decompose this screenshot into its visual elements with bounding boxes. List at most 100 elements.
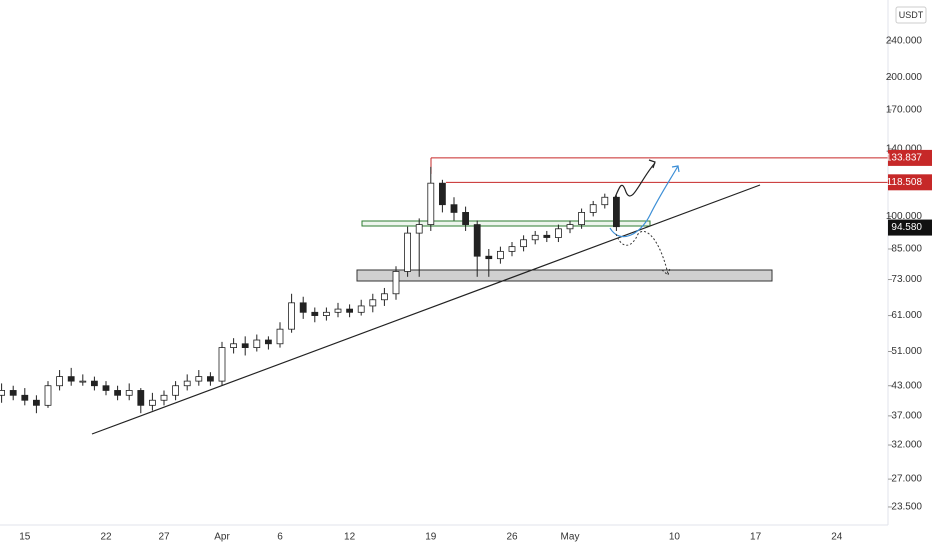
trendline	[91, 184, 761, 435]
candle-body	[33, 399, 40, 406]
candle-body	[276, 328, 284, 345]
arrowhead	[661, 267, 671, 276]
candle-body	[79, 380, 87, 383]
arrow-up-blue	[609, 165, 679, 238]
x-tick-label: 10	[669, 532, 681, 543]
y-tick-label: 37.000	[891, 411, 922, 422]
x-tick-label: 24	[831, 532, 843, 543]
candle-body	[56, 376, 63, 387]
candle-body	[450, 204, 458, 213]
y-tick-label: 100.000	[886, 211, 923, 222]
candle-body	[531, 234, 539, 241]
currency: USDT	[899, 10, 924, 20]
x-tick-label: 26	[506, 532, 518, 543]
candle-body	[520, 239, 527, 248]
candle-body	[288, 302, 296, 330]
price-label: 133.837	[886, 153, 923, 164]
candle-body	[102, 385, 110, 391]
arrowhead	[671, 165, 680, 173]
candle-body	[589, 204, 597, 213]
y-tick-label: 32.000	[891, 440, 922, 451]
candle-body	[253, 339, 261, 348]
candle-body	[380, 293, 388, 301]
y-tick-label: 23.500	[891, 502, 922, 513]
x-tick-label: 15	[19, 532, 31, 543]
y-tick-label: 61.000	[891, 310, 922, 321]
x-tick-label: 12	[344, 532, 356, 543]
y-tick-label: 140.000	[886, 144, 923, 155]
candle-body	[357, 305, 365, 313]
drawings	[91, 184, 773, 435]
resistance-zone	[361, 220, 651, 227]
last-price-label: 94.580	[891, 222, 922, 233]
y-tick-label: 200.000	[886, 72, 923, 83]
x-tick-label: 19	[425, 532, 437, 543]
candle-body	[230, 343, 238, 348]
candle-body	[543, 234, 551, 238]
candle-body	[160, 394, 168, 401]
candle-body	[566, 224, 574, 230]
candle-body	[555, 228, 562, 238]
candle-body	[299, 302, 307, 313]
candle-body	[415, 224, 423, 234]
y-tick-label: 240.000	[886, 35, 923, 46]
candle-body	[91, 380, 98, 387]
candle-body	[0, 390, 6, 396]
y-tick-label: 85.000	[891, 244, 922, 255]
candle-body	[578, 212, 585, 225]
x-tick-label: May	[561, 532, 580, 543]
price-label-box	[888, 174, 932, 191]
candle-body	[334, 308, 342, 313]
candle-body	[114, 390, 121, 396]
candle-body	[44, 385, 52, 406]
arrows	[609, 159, 680, 276]
candle-body	[172, 385, 180, 396]
last-price-box	[888, 219, 932, 236]
candle-body	[496, 250, 504, 260]
arrow-up-black	[613, 162, 656, 201]
candle-body	[392, 271, 400, 295]
y-tick-label: 43.000	[891, 380, 922, 391]
arrowhead	[648, 159, 656, 169]
candle-body	[137, 390, 145, 406]
candle-body	[148, 399, 156, 406]
candle-body	[241, 343, 249, 348]
candle-body	[601, 196, 609, 206]
candle-body	[473, 224, 481, 257]
candle-body	[462, 212, 470, 225]
x-tick-label: 27	[158, 532, 170, 543]
candle-body	[67, 376, 75, 382]
y-tick-label: 73.000	[891, 274, 922, 285]
x-tick-label: 17	[750, 532, 762, 543]
y-tick-label: 170.000	[886, 105, 923, 116]
x-tick-label: 22	[100, 532, 112, 543]
candle-body	[404, 232, 412, 272]
candle-body	[311, 311, 319, 316]
candle-body	[206, 376, 214, 382]
candle-body	[427, 182, 435, 225]
arrow-down-dotted	[615, 231, 669, 275]
candle-body	[183, 380, 191, 387]
candle-body	[21, 394, 29, 401]
candle-body	[218, 347, 226, 382]
candle-body	[195, 376, 203, 382]
x-tick-label: 6	[277, 532, 283, 543]
candle-body	[438, 182, 446, 206]
candle-body	[125, 390, 133, 396]
y-tick-label: 27.000	[891, 474, 922, 485]
candle-body	[613, 196, 620, 228]
candle-body	[369, 299, 377, 307]
candle-body	[346, 308, 354, 313]
candle-body	[485, 255, 493, 260]
price-label: 118.508	[887, 177, 923, 188]
candle-body	[9, 390, 17, 396]
candle-body	[322, 311, 330, 316]
candle-body	[264, 339, 272, 345]
x-tick-label: Apr	[214, 532, 230, 543]
candle-body	[508, 246, 516, 252]
y-tick-label: 51.000	[891, 346, 922, 357]
currency-box[interactable]	[895, 6, 927, 24]
price-label-box	[888, 149, 932, 166]
support-zone	[356, 269, 773, 282]
